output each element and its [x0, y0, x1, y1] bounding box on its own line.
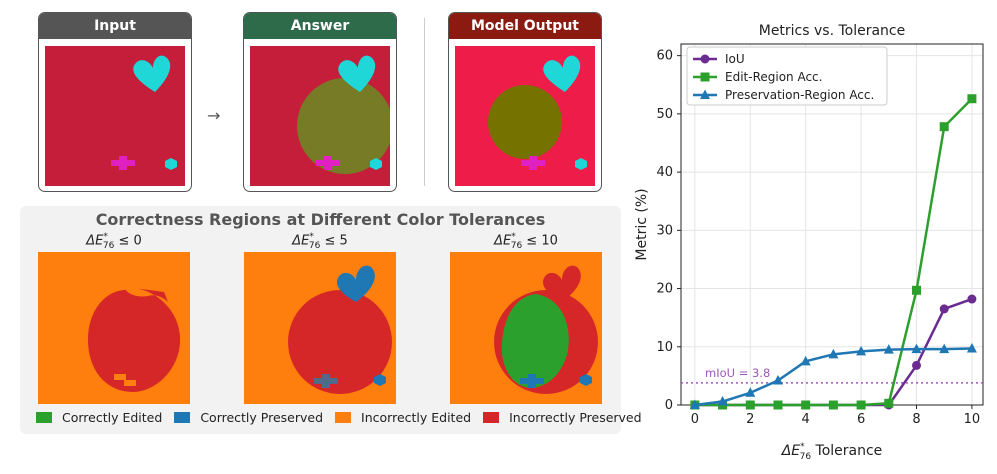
x-axis-label: ΔE* 76 Tolerance [781, 442, 883, 462]
legend-marker-0 [700, 54, 710, 64]
region-map-tol-5 [244, 252, 396, 404]
legend-entry-label: Preservation-Region Acc. [725, 88, 874, 102]
y-tick-label: 30 [656, 223, 673, 238]
series-point-1 [745, 400, 755, 410]
mean-iou-label: mIoU = 3.8 [705, 366, 770, 380]
legend-entry-label: IoU [725, 52, 745, 66]
series-point-2 [745, 387, 756, 397]
legend-swatch [174, 412, 191, 423]
series-point-2 [689, 399, 700, 409]
x-tick-label: 4 [802, 412, 810, 427]
series-point-1 [856, 400, 866, 410]
legend-label: Correctly Preserved [200, 410, 324, 425]
y-tick-label: 60 [656, 49, 673, 64]
legend-entry-label: Edit-Region Acc. [725, 70, 822, 84]
series-point-1 [939, 122, 949, 132]
regions-title: Correctness Regions at Different Color T… [95, 210, 546, 229]
legend-swatch [483, 412, 500, 423]
legend-item-correctly-preserved: Correctly Preserved [174, 410, 323, 425]
legend-item-incorrectly-preserved: Incorrectly Preserved [483, 410, 642, 425]
y-tick-label: 40 [656, 165, 673, 180]
series-point-2 [883, 344, 894, 354]
series-point-1 [773, 400, 783, 410]
input-image [45, 46, 185, 186]
answer-image [250, 46, 390, 186]
y-tick-label: 0 [665, 398, 673, 413]
tolerance-label-5: ΔE*76 ≤ 5 [292, 232, 348, 251]
legend-item-incorrectly-edited: Incorrectly Edited [335, 410, 471, 425]
arrow-icon: → [207, 106, 221, 125]
x-tick-label: 0 [691, 412, 699, 427]
y-tick-label: 10 [656, 340, 673, 355]
metrics-chart: 0 2 4 6 8 10 0 10 20 30 40 50 60 Metrics vs. Toleranc… [634, 23, 984, 462]
series-point-2 [828, 348, 839, 359]
region-map-tol-0 [38, 252, 190, 404]
chart-title: Metrics vs. Tolerance [759, 23, 906, 39]
series-point-2 [966, 343, 977, 353]
regions-legend: Correctly Edited Correctly Preserved Inc… [36, 410, 654, 425]
series-point-0 [967, 294, 977, 304]
y-tick-label: 20 [656, 282, 673, 297]
legend-swatch [335, 412, 352, 423]
x-tick-label: 6 [857, 412, 865, 427]
legend-item-correctly-edited: Correctly Edited [36, 410, 162, 425]
model-output-panel-header: Model Output [449, 13, 601, 39]
region-map-tol-10 [450, 252, 602, 404]
answer-panel-header: Answer [244, 13, 396, 39]
series-point-2 [772, 375, 783, 385]
legend-marker-1 [700, 72, 710, 82]
legend-label: Incorrectly Preserved [509, 410, 642, 425]
tolerance-label-0: ΔE*76 ≤ 0 [86, 232, 142, 251]
y-tick-label: 50 [656, 107, 673, 122]
series-point-2 [911, 343, 922, 354]
series-point-2 [856, 345, 867, 356]
series-point-1 [828, 400, 838, 410]
series-point-2 [800, 355, 811, 366]
x-tick-label: 10 [964, 412, 981, 427]
legend-label: Incorrectly Edited [361, 410, 472, 425]
y-axis-label: Metric (%) [634, 188, 650, 260]
model-output-panel: Model Output [448, 12, 602, 192]
series-line-1 [694, 97, 973, 407]
tolerance-label-10: ΔE*76 ≤ 10 [494, 232, 558, 251]
chart-legend-box [686, 46, 888, 106]
series-point-1 [967, 94, 977, 104]
series-point-1 [884, 398, 894, 408]
series-point-1 [801, 400, 811, 410]
series-point-0 [912, 360, 922, 370]
panel-divider [424, 18, 425, 186]
series-point-2 [939, 343, 950, 354]
input-panel: Input [38, 12, 192, 192]
series-point-1 [912, 285, 922, 295]
x-tick-label: 2 [746, 412, 754, 427]
model-output-image [455, 46, 595, 186]
series-point-2 [717, 396, 728, 406]
legend-swatch [36, 412, 52, 423]
input-panel-header: Input [39, 13, 191, 39]
series-point-0 [939, 304, 949, 314]
answer-panel: Answer [243, 12, 397, 192]
x-tick-label: 8 [912, 412, 920, 427]
legend-label: Correctly Edited [62, 410, 163, 425]
legend-marker-2 [700, 89, 710, 99]
